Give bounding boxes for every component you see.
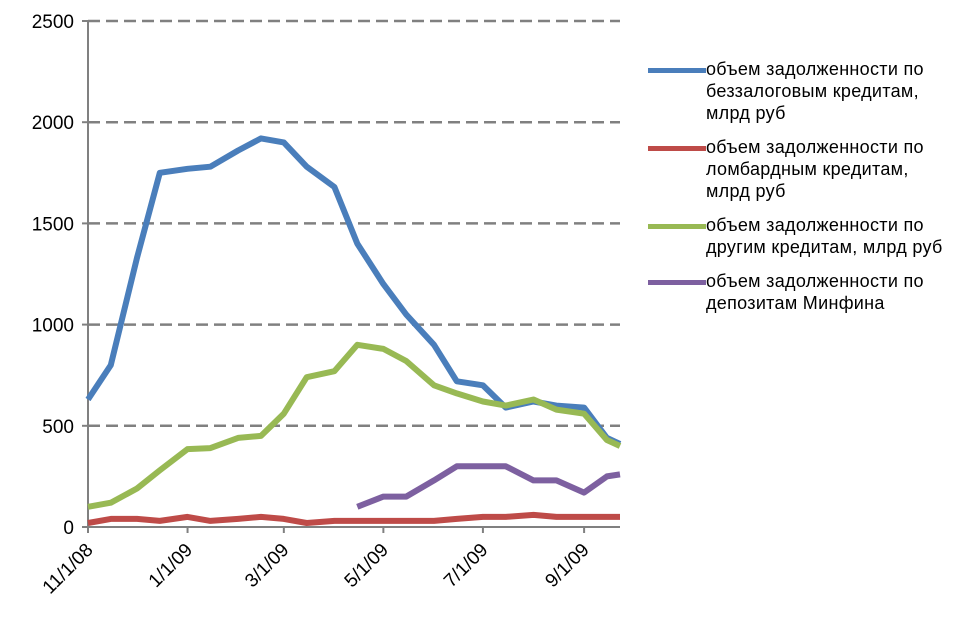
- series-line: [85, 135, 622, 447]
- legend-label: объем задолженности по депозитам Минфина: [706, 271, 924, 313]
- legend-label: объем задолженности по ломбардным кредит…: [706, 137, 924, 201]
- legend-swatch: [648, 280, 706, 285]
- x-tick-label: 5/1/09: [341, 540, 393, 592]
- y-tick-label: 500: [42, 417, 74, 438]
- legend-swatch: [648, 224, 706, 229]
- legend-label: объем задолженности по беззалоговым кред…: [706, 59, 924, 123]
- legend-item: объем задолженности по ломбардным кредит…: [648, 136, 953, 202]
- legend-item: объем задолженности по другим кредитам, …: [648, 214, 953, 258]
- legend-item: объем задолженности по депозитам Минфина: [648, 270, 953, 314]
- legend-swatch: [648, 68, 706, 73]
- series-line: [87, 511, 620, 526]
- x-tick-label: 3/1/09: [241, 540, 293, 592]
- x-tick-label: 9/1/09: [541, 540, 593, 592]
- y-tick-label: 1500: [32, 214, 74, 235]
- series-line: [87, 341, 622, 510]
- y-tick-label: 2000: [32, 113, 74, 134]
- x-tick-label: 7/1/09: [440, 540, 492, 592]
- series-line: [356, 463, 621, 510]
- y-tick-label: 2500: [32, 12, 74, 33]
- legend-item: объем задолженности по беззалоговым кред…: [648, 58, 953, 124]
- y-tick-label: 1000: [32, 316, 74, 337]
- legend-swatch: [648, 146, 706, 151]
- x-tick-label: 1/1/09: [145, 540, 197, 592]
- legend-label: объем задолженности по другим кредитам, …: [706, 215, 943, 257]
- y-tick-label: 0: [63, 518, 74, 539]
- legend: объем задолженности по беззалоговым кред…: [648, 58, 953, 326]
- x-tick-label: 11/1/08: [39, 540, 98, 599]
